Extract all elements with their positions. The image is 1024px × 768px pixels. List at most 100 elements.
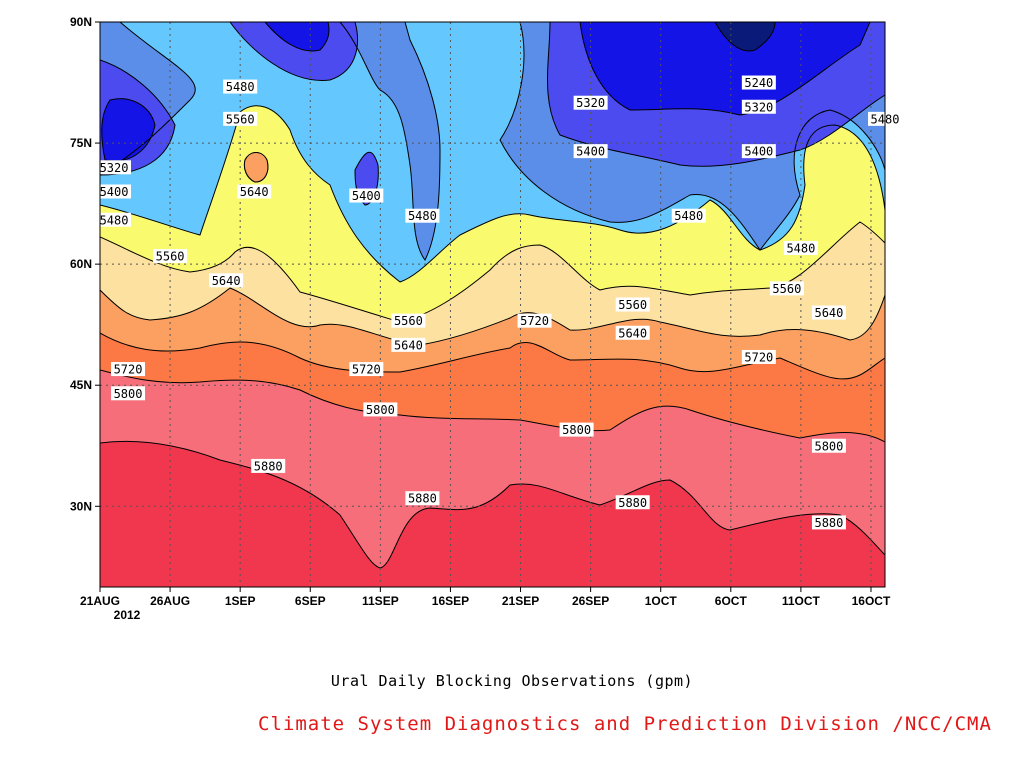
contour-label-bg xyxy=(405,208,440,223)
contour-line-5640 xyxy=(100,287,885,346)
contour-label: 5560 xyxy=(391,313,426,328)
contour-label-bg xyxy=(573,144,608,159)
contour-label-text: 5880 xyxy=(254,459,283,473)
fill-band-5160-5240 xyxy=(101,22,871,161)
x-tick-label: 16SEP xyxy=(432,594,469,608)
contour-label: 5880 xyxy=(251,458,286,473)
contour-label: 5480 xyxy=(783,241,818,256)
contour-label: 5640 xyxy=(615,325,650,340)
contour-label-text: 5480 xyxy=(674,209,703,223)
x-tick-label: 6OCT xyxy=(715,594,748,608)
contour-label-bg xyxy=(741,75,776,90)
contour-label: 5720 xyxy=(517,313,552,328)
contour-label-text: 5640 xyxy=(394,338,423,352)
y-tick-label: 75N xyxy=(70,136,92,150)
contour-label: 5400 xyxy=(741,144,776,159)
chart-title: Ural Daily Blocking Observations (gpm) xyxy=(330,672,694,690)
contour-label-text: 5400 xyxy=(100,185,129,199)
contour-label: 5880 xyxy=(405,491,440,506)
contour-label: 5800 xyxy=(111,386,146,401)
contour-label: 5480 xyxy=(223,79,258,94)
contour-label-bg xyxy=(671,208,706,223)
contour-line-5720 xyxy=(100,332,885,380)
contour-label-bg xyxy=(811,438,846,453)
contour-label: 5640 xyxy=(209,273,244,288)
y-tick-label: 90N xyxy=(70,15,92,29)
contour-label: 5320 xyxy=(741,99,776,114)
contour-label-text: 5800 xyxy=(814,439,843,453)
contour-label-text: 5640 xyxy=(212,274,241,288)
contour-label: 5480 xyxy=(405,208,440,223)
contour-label-bg xyxy=(97,184,132,199)
contour-label-bg xyxy=(811,305,846,320)
contour-label: 5880 xyxy=(811,515,846,530)
y-tick-label: 60N xyxy=(70,257,92,271)
contour-label-text: 5640 xyxy=(240,185,269,199)
contour-label-text: 5880 xyxy=(618,496,647,510)
contour-label-text: 5720 xyxy=(520,314,549,328)
contour-label: 5640 xyxy=(811,305,846,320)
x-tick-label: 26SEP xyxy=(572,594,609,608)
contour-label-text: 5720 xyxy=(114,363,143,377)
contour-label-bg xyxy=(237,184,272,199)
contour-line-5160 xyxy=(714,22,776,52)
y-tick-label: 45N xyxy=(70,378,92,392)
contour-label-text: 5320 xyxy=(576,96,605,110)
contour-label-text: 5640 xyxy=(814,306,843,320)
contour-label: 5720 xyxy=(111,362,146,377)
contour-label-text: 5320 xyxy=(100,161,129,175)
contour-label-text: 5560 xyxy=(156,250,185,264)
x-year-label: 2012 xyxy=(114,608,141,622)
contour-line-5800 xyxy=(100,369,885,443)
contour-label-text: 5480 xyxy=(408,209,437,223)
contour-label-bg xyxy=(811,515,846,530)
contour-label-bg xyxy=(153,249,188,264)
x-tick-label: 1OCT xyxy=(645,594,678,608)
x-tick-label: 16OCT xyxy=(852,594,891,608)
contour-label: 5240 xyxy=(741,75,776,90)
contour-label-text: 5320 xyxy=(744,100,773,114)
contour-label: 5320 xyxy=(97,160,132,175)
contour-label: 5560 xyxy=(153,249,188,264)
x-tick-label: 6SEP xyxy=(295,594,326,608)
contour-label: 5400 xyxy=(349,188,384,203)
contour-label-text: 5560 xyxy=(772,282,801,296)
contour-label-bg xyxy=(517,313,552,328)
contour-label-bg xyxy=(741,144,776,159)
contour-label: 5400 xyxy=(573,144,608,159)
contour-label-text: 5400 xyxy=(352,189,381,203)
contour-label-text: 5720 xyxy=(352,363,381,377)
contour-label-bg xyxy=(615,495,650,510)
x-axis: 21AUG 26AUG 1SEP 6SEP 11SEP 16SEP 21SEP 26SEP 1O… xyxy=(80,587,891,622)
contour-label-text: 5400 xyxy=(576,145,605,159)
contour-label: 5480 xyxy=(97,212,132,227)
contour-label-bg xyxy=(573,95,608,110)
x-tick-label: 26AUG xyxy=(150,594,190,608)
contour-label: 5720 xyxy=(741,349,776,364)
grid-lines xyxy=(100,22,885,587)
contour-label-text: 5800 xyxy=(114,387,143,401)
contour-label-bg xyxy=(97,160,132,175)
contour-label-bg xyxy=(769,281,804,296)
contour-label: 5640 xyxy=(237,184,272,199)
contour-label-bg xyxy=(363,402,398,417)
x-tick-label: 1SEP xyxy=(225,594,256,608)
contour-line-5880 xyxy=(100,440,885,569)
contour-label: 5800 xyxy=(811,438,846,453)
contour-label-text: 5480 xyxy=(100,213,129,227)
contour-label-bg xyxy=(559,422,594,437)
contour-label: 5800 xyxy=(559,422,594,437)
contour-label: 5560 xyxy=(615,297,650,312)
contour-label-text: 5640 xyxy=(618,326,647,340)
credit-line: Climate System Diagnostics and Predictio… xyxy=(258,713,992,735)
y-tick-label: 30N xyxy=(70,499,92,513)
contour-label-text: 5560 xyxy=(226,112,255,126)
contour-label-text: 5800 xyxy=(366,403,395,417)
contour-label-bg xyxy=(111,362,146,377)
x-tick-label: 11SEP xyxy=(362,594,399,608)
contour-label-bg xyxy=(349,362,384,377)
contour-label: 5560 xyxy=(223,111,258,126)
contour-line-5240 xyxy=(101,22,871,162)
contour-label-bg xyxy=(405,491,440,506)
contour-label-text: 5720 xyxy=(744,350,773,364)
